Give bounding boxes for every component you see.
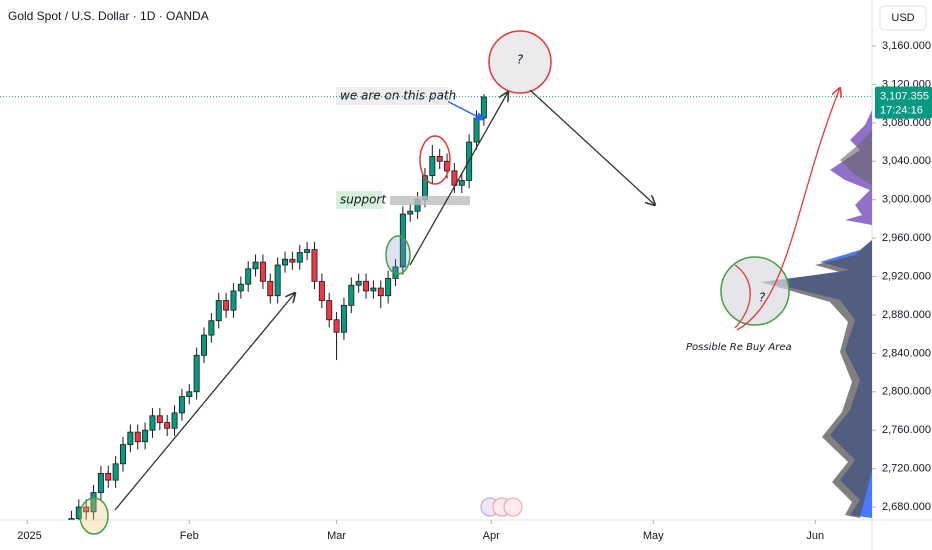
y-tick-label: 2,680.000 <box>882 501 931 513</box>
candle-body <box>178 396 185 414</box>
y-tick-label: 2,960.000 <box>882 232 931 244</box>
last-price-label: 3,107.355 <box>880 90 929 102</box>
y-tick-label: 3,000.000 <box>882 194 931 206</box>
x-tick-label: Feb <box>180 530 199 542</box>
x-tick-label: 2025 <box>17 530 41 542</box>
last-price-box <box>875 86 932 119</box>
y-tick-label: 3,160.000 <box>882 40 931 52</box>
candle-body <box>245 268 252 285</box>
candle-body <box>348 284 355 306</box>
candle-body <box>326 300 333 321</box>
candle-body <box>230 290 237 311</box>
x-tick-label: May <box>643 530 664 542</box>
candle-body <box>274 264 281 297</box>
annotation-text: ? <box>759 291 766 305</box>
y-tick-label: 2,760.000 <box>882 424 931 436</box>
annotation-text: support <box>340 193 387 207</box>
candle-body <box>333 319 340 333</box>
annotations <box>79 30 840 535</box>
candle-body <box>252 261 259 270</box>
candle-body <box>68 518 75 520</box>
volume-profile <box>760 110 872 518</box>
candle-body <box>407 210 414 215</box>
candle-body <box>201 334 207 356</box>
candle-body <box>304 249 311 253</box>
candle-body <box>451 170 458 186</box>
candle-body <box>363 280 370 292</box>
candle-body <box>75 506 82 519</box>
candle-body <box>267 280 274 297</box>
annotation-text: ? <box>517 53 524 67</box>
candle-body <box>83 506 90 513</box>
candle-body <box>436 156 443 162</box>
candle-body <box>193 354 200 393</box>
candle-body <box>149 415 156 431</box>
candle-body <box>186 391 193 397</box>
x-tick-label: Apr <box>483 530 500 542</box>
candle-body <box>318 280 325 301</box>
candle-body <box>164 422 171 429</box>
y-tick-label: 2,880.000 <box>882 309 931 321</box>
y-tick-label: 2,840.000 <box>882 347 931 359</box>
candle-body <box>134 431 141 443</box>
candle-body <box>340 304 347 333</box>
y-tick-label: 3,040.000 <box>882 155 931 167</box>
candle-body <box>120 444 126 465</box>
candle-body <box>429 156 436 177</box>
x-tick-label: Jun <box>806 530 824 542</box>
candle-body <box>237 283 244 292</box>
candle-body <box>127 431 134 446</box>
candle-body <box>311 249 318 282</box>
candle-body <box>215 300 222 322</box>
y-tick-label: 2,720.000 <box>882 463 931 475</box>
candle-body <box>282 258 288 266</box>
candle-body <box>97 473 104 494</box>
annotation-text: Possible Re Buy Area <box>686 342 792 353</box>
candle-body <box>385 278 392 297</box>
candle-body <box>458 180 465 186</box>
x-tick-label: Mar <box>327 530 346 542</box>
y-tick-label: 2,920.000 <box>882 270 931 282</box>
candle-body <box>296 252 303 263</box>
chart-title: Gold Spot / U.S. Dollar · 1D · OANDA <box>8 9 209 23</box>
candle-body <box>208 320 215 336</box>
candle-body <box>142 429 149 443</box>
candle-body <box>480 96 487 119</box>
y-tick-label: 2,800.000 <box>882 386 931 398</box>
candle-body <box>377 287 384 297</box>
y-tick-label: 3,080.000 <box>882 117 931 129</box>
candle-body <box>473 117 480 143</box>
candle-body <box>171 412 178 429</box>
countdown: 17:24:16 <box>880 104 923 116</box>
currency-button[interactable] <box>879 5 927 31</box>
candle-body <box>105 473 112 481</box>
candle-body <box>90 492 97 513</box>
candle-body <box>355 280 362 286</box>
candle-body <box>259 261 266 282</box>
candle-body <box>112 463 119 481</box>
candle-body <box>223 300 230 311</box>
currency[interactable]: USD <box>891 12 914 24</box>
annotation-text: we are on this path <box>340 89 456 103</box>
candle-body <box>156 415 163 423</box>
candle-body <box>370 287 377 292</box>
candle-body <box>289 258 296 263</box>
